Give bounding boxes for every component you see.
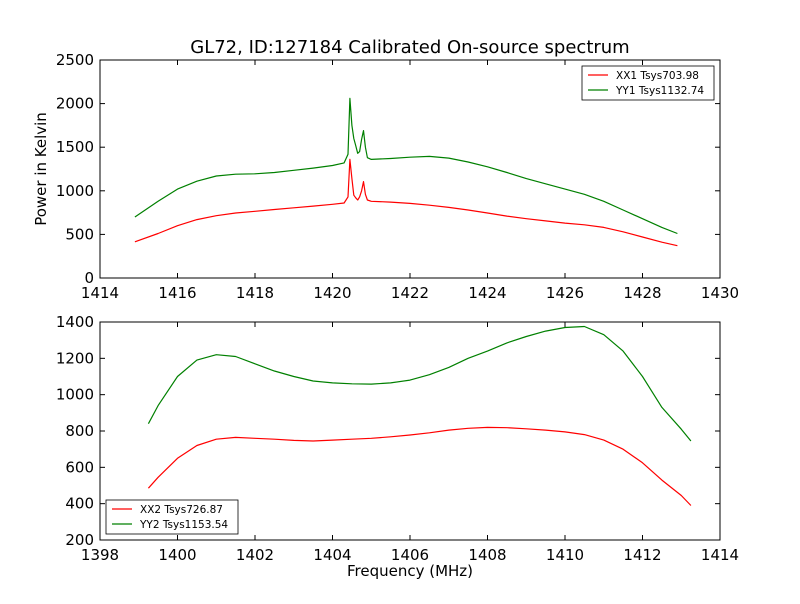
x-tick-label: 1426 <box>546 284 584 302</box>
y-tick-label: 500 <box>65 225 94 243</box>
series-line-1-2 <box>134 97 678 235</box>
legend-label: YY2 Tsys1153.54 <box>139 519 228 531</box>
y-tick-label: 1000 <box>56 182 94 200</box>
legend-label: XX2 Tsys726.87 <box>140 504 223 516</box>
legend-box <box>581 65 715 101</box>
series-line-2-2 <box>147 325 692 442</box>
series-line-1-1 <box>134 158 678 247</box>
x-tick-label: 1410 <box>546 546 584 564</box>
x-tick-label: 1408 <box>468 546 506 564</box>
legend: XX1 Tsys703.98 YY1 Tsys1132.74 <box>581 65 715 101</box>
x-axis-label: Frequency (MHz) <box>347 562 473 580</box>
x-tick-label: 1412 <box>623 546 661 564</box>
legend-box <box>105 499 239 535</box>
x-tick-label: 1414 <box>81 284 119 302</box>
x-tick-label: 1418 <box>236 284 274 302</box>
x-tick-label: 1416 <box>158 284 196 302</box>
x-tick-label: 1406 <box>391 546 429 564</box>
y-tick-label: 1500 <box>56 138 94 156</box>
x-tick-label: 1400 <box>158 546 196 564</box>
y-tick-label: 2000 <box>56 95 94 113</box>
y-tick-label: 200 <box>65 531 94 549</box>
x-tick-label: 1398 <box>81 546 119 564</box>
chart-panel-1: 1414 1416 1418 1420 1422 1424 1426 1428 1430 0 500… <box>32 51 739 302</box>
x-tick-label: 1424 <box>468 284 506 302</box>
y-tick-label: 1200 <box>56 349 94 367</box>
x-tick-label: 1430 <box>701 284 739 302</box>
y-tick-label: 1000 <box>56 386 94 404</box>
x-tick-label: 1420 <box>313 284 351 302</box>
chart-panel-2: 1398 1400 1402 1404 1406 1408 1410 1412 1414 200 4… <box>56 313 739 580</box>
x-tick-label: 1422 <box>391 284 429 302</box>
series-line-2-1 <box>147 426 692 506</box>
y-tick-label: 2500 <box>56 51 94 69</box>
legend-label: XX1 Tsys703.98 <box>616 70 699 82</box>
y-tick-label: 800 <box>65 422 94 440</box>
y-tick-label: 0 <box>84 269 94 287</box>
y-tick-label: 400 <box>65 495 94 513</box>
y-axis-label: Power in Kelvin <box>32 112 50 226</box>
y-tick-label: 600 <box>65 458 94 476</box>
x-tick-label: 1414 <box>701 546 739 564</box>
y-tick-label: 1400 <box>56 313 94 331</box>
legend-label: YY1 Tsys1132.74 <box>615 85 704 97</box>
x-tick-label: 1404 <box>313 546 351 564</box>
x-tick-label: 1428 <box>623 284 661 302</box>
x-tick-label: 1402 <box>236 546 274 564</box>
chart-title: GL72, ID:127184 Calibrated On-source spe… <box>190 37 629 58</box>
legend: XX2 Tsys726.87 YY2 Tsys1153.54 <box>105 499 239 535</box>
